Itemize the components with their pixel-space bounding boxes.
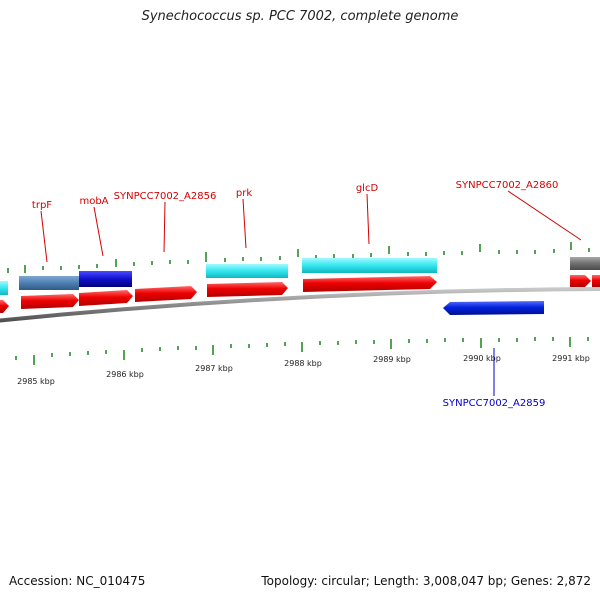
feature-track	[0, 257, 600, 295]
forward-gene-arrow[interactable]	[570, 275, 591, 287]
leader-line-A2856	[163, 201, 166, 253]
kbp-label: 2987 kbp	[195, 364, 233, 373]
forward-gene-arrow[interactable]	[79, 290, 133, 306]
leader-line-glcD	[366, 193, 370, 245]
label-leaders	[40, 190, 582, 396]
feature-block-gray[interactable]	[570, 257, 600, 270]
forward-gene-arrow[interactable]	[303, 276, 437, 292]
kbp-label: 2988 kbp	[284, 359, 322, 368]
gene-label-A2860[interactable]: SYNPCC7002_A2860	[456, 180, 559, 191]
feature-block-cyan[interactable]	[0, 281, 8, 295]
forward-gene-arrow[interactable]	[135, 286, 197, 302]
forward-gene-arrow[interactable]	[207, 282, 288, 297]
kbp-label: 2991 kbp	[552, 354, 590, 363]
feature-block-navy[interactable]	[79, 271, 132, 287]
kbp-label: 2990 kbp	[463, 354, 501, 363]
scale-labels: 2985 kbp 2986 kbp 2987 kbp 2988 kbp 2989…	[17, 354, 590, 386]
leader-line-mobA	[93, 206, 104, 257]
gene-label-mobA[interactable]: mobA	[79, 196, 108, 207]
forward-gene-arrow[interactable]	[21, 294, 79, 309]
genome-backbone	[0, 287, 600, 323]
leader-line-trpF	[40, 210, 48, 263]
reverse-gene-arrow[interactable]	[443, 301, 544, 315]
gene-label-A2856[interactable]: SYNPCC7002_A2856	[114, 191, 217, 202]
gene-label-trpF[interactable]: trpF	[32, 200, 52, 211]
gene-label-prk[interactable]: prk	[236, 188, 252, 199]
accession-text: Accession: NC_010475	[9, 574, 146, 588]
gene-labels: trpF mobA SYNPCC7002_A2856 prk glcD SYNP…	[32, 180, 558, 409]
leader-line-prk	[242, 198, 247, 249]
gene-label-A2859[interactable]: SYNPCC7002_A2859	[443, 398, 546, 409]
leader-line-A2860	[507, 190, 582, 241]
outer-tick-track	[7, 242, 590, 273]
forward-strand-genes	[0, 275, 600, 313]
gene-label-glcD[interactable]: glcD	[356, 183, 379, 194]
kbp-label: 2985 kbp	[17, 377, 55, 386]
feature-block-steel[interactable]	[19, 276, 79, 290]
forward-gene-arrow[interactable]	[0, 300, 9, 313]
feature-block-cyan[interactable]	[302, 258, 437, 273]
reverse-strand-genes	[443, 301, 544, 315]
map-title: Synechococcus sp. PCC 7002, complete gen…	[141, 9, 459, 24]
kbp-label: 2989 kbp	[373, 355, 411, 364]
kbp-label: 2986 kbp	[106, 370, 144, 379]
genome-stats-text: Topology: circular; Length: 3,008,047 bp…	[261, 574, 591, 588]
inner-tick-track	[15, 337, 589, 365]
forward-gene-arrow[interactable]	[592, 275, 600, 287]
feature-block-cyan[interactable]	[206, 264, 288, 278]
